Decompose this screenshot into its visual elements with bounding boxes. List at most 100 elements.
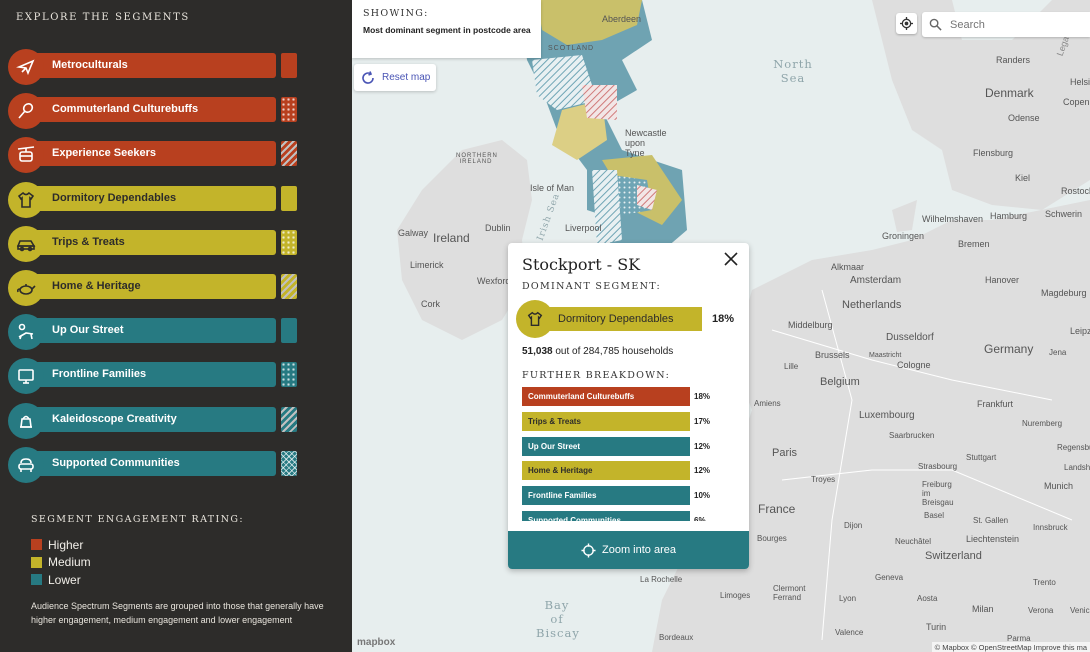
- segment-item[interactable]: Kaleidoscope Creativity: [8, 400, 298, 444]
- segment-item[interactable]: Commuterland Culturebuffs: [8, 90, 298, 134]
- place-galway: Galway: [398, 228, 429, 238]
- segment-bar[interactable]: [26, 97, 276, 123]
- legend-label: Medium: [48, 555, 91, 570]
- zoom-into-area-button[interactable]: Zoom into area: [508, 531, 749, 569]
- place-basel: Basel: [924, 511, 945, 520]
- segment-bar[interactable]: [26, 362, 276, 388]
- segment-pattern-swatch[interactable]: [281, 229, 297, 255]
- search-input[interactable]: [948, 16, 1082, 34]
- place-valence: Valence: [835, 628, 864, 637]
- place-st-gallen: St. Gallen: [973, 516, 1009, 525]
- tshirt-icon[interactable]: [8, 181, 44, 218]
- dominant-segment-label: DOMINANT SEGMENT:: [522, 281, 662, 292]
- sunbed-icon[interactable]: [8, 314, 44, 351]
- segment-pattern-swatch[interactable]: [281, 406, 297, 432]
- segment-pattern-swatch[interactable]: [281, 97, 297, 123]
- place-randers: Randers: [996, 55, 1031, 65]
- segment-bar[interactable]: [26, 53, 276, 78]
- place-stuttgart: Stuttgart: [966, 453, 997, 462]
- place-magdeburg: Magdeburg: [1041, 288, 1087, 298]
- map-attribution[interactable]: © Mapbox © OpenStreetMap Improve this ma: [931, 642, 1090, 652]
- close-button[interactable]: [721, 249, 741, 269]
- place-limoges: Limoges: [720, 591, 751, 600]
- place-geneva: Geneva: [875, 573, 904, 582]
- teapot-icon[interactable]: [8, 269, 44, 306]
- segment-bar[interactable]: [26, 141, 276, 167]
- plane-icon[interactable]: [8, 49, 44, 85]
- kettle-icon[interactable]: [8, 402, 44, 439]
- segment-bar[interactable]: [26, 229, 276, 255]
- breakdown-pct: 17%: [694, 416, 711, 426]
- tennis-racket-icon[interactable]: [8, 93, 44, 130]
- segment-item[interactable]: Dormitory Dependables: [8, 179, 298, 223]
- breakdown-pct: 10%: [694, 491, 711, 501]
- place-germany: Germany: [984, 342, 1034, 356]
- households-summary: 51,038 out of 284,785 households: [522, 346, 673, 357]
- place-isle-of-man: Isle of Man: [530, 183, 575, 193]
- segment-label: Supported Communities: [52, 456, 180, 469]
- segment-item[interactable]: Trips & Treats: [8, 223, 298, 267]
- map[interactable]: North Sea Bay of Biscay Irish Sea SCOTLA…: [352, 0, 1090, 652]
- segment-item[interactable]: Up Our Street: [8, 311, 298, 355]
- place-turin: Turin: [926, 622, 947, 632]
- segment-pattern-swatch[interactable]: [281, 273, 297, 299]
- sidebar: EXPLORE THE SEGMENTS Metroculturals Commu…: [0, 0, 352, 652]
- segment-pattern-swatch[interactable]: [281, 53, 297, 78]
- place-nuremberg: Nuremberg: [1022, 419, 1063, 428]
- place-la-rochelle: La Rochelle: [640, 575, 683, 584]
- households-count: 51,038: [522, 346, 553, 357]
- breakdown-row: Trips & Treats 17%: [522, 411, 744, 437]
- place-limerick: Limerick: [410, 260, 444, 270]
- car-icon[interactable]: [8, 225, 44, 262]
- place-helsi: Helsi: [1070, 77, 1090, 87]
- reset-map-button[interactable]: Reset map: [354, 64, 436, 91]
- monitor-icon[interactable]: [8, 358, 44, 395]
- segment-bar[interactable]: [26, 450, 276, 476]
- segment-pattern-swatch[interactable]: [281, 318, 297, 344]
- segment-pattern-swatch[interactable]: [281, 450, 297, 476]
- place-trento: Trento: [1033, 578, 1056, 587]
- search-box: [922, 12, 1090, 37]
- legend-swatch: [31, 556, 42, 568]
- place-flensburg: Flensburg: [973, 148, 1014, 158]
- segment-item[interactable]: Frontline Families: [8, 355, 298, 399]
- mapbox-logo[interactable]: mapbox: [357, 637, 396, 648]
- breakdown-row: Frontline Families 10%: [522, 486, 744, 511]
- armchair-icon[interactable]: [8, 446, 44, 483]
- dominant-segment-bar: [535, 307, 702, 331]
- place-groningen: Groningen: [882, 231, 925, 241]
- segment-bar[interactable]: [26, 185, 276, 211]
- place-regensburg: Regensbu: [1057, 443, 1090, 452]
- segment-item[interactable]: Home & Heritage: [8, 267, 298, 311]
- breakdown-row: Commuterland Culturebuffs 18%: [522, 387, 744, 412]
- segment-item[interactable]: Experience Seekers: [8, 134, 298, 178]
- segment-pattern-swatch[interactable]: [281, 141, 297, 167]
- breakdown-label: FURTHER BREAKDOWN:: [522, 370, 671, 381]
- rating-legend: Higher Medium Lower: [31, 536, 91, 589]
- cable-car-icon[interactable]: [8, 137, 44, 174]
- segment-bar[interactable]: [26, 318, 276, 344]
- place-munich: Munich: [1044, 481, 1074, 491]
- map-canvas: [397, 0, 1090, 652]
- breakdown-list[interactable]: Commuterland Culturebuffs 18% Trips & Trea…: [522, 387, 744, 521]
- geolocate-button[interactable]: [896, 13, 917, 34]
- segment-bar[interactable]: [26, 406, 276, 432]
- place-bordeaux: Bordeaux: [659, 633, 694, 642]
- legend-label: Higher: [48, 537, 84, 552]
- legend-item: Lower: [31, 571, 91, 589]
- dominant-segment: Dormitory Dependables 18%: [516, 300, 746, 338]
- segment-item[interactable]: Supported Communities: [8, 444, 298, 488]
- place-cork: Cork: [421, 299, 441, 309]
- sea-label-north: North Sea: [773, 57, 813, 85]
- popup-title: Stockport - SK: [522, 255, 641, 274]
- breakdown-bar: Home & Heritage: [522, 461, 690, 481]
- place-neuchatel: Neuchâtel: [895, 537, 932, 546]
- place-luxembourg: Luxembourg: [859, 410, 915, 421]
- segment-item[interactable]: Metroculturals: [8, 46, 298, 90]
- segment-label: Up Our Street: [52, 324, 124, 337]
- segment-pattern-swatch[interactable]: [281, 185, 297, 211]
- place-brussels: Brussels: [815, 350, 850, 360]
- segment-pattern-swatch[interactable]: [281, 362, 297, 388]
- segment-bar[interactable]: [26, 273, 276, 299]
- segment-label: Commuterland Culturebuffs: [52, 103, 199, 116]
